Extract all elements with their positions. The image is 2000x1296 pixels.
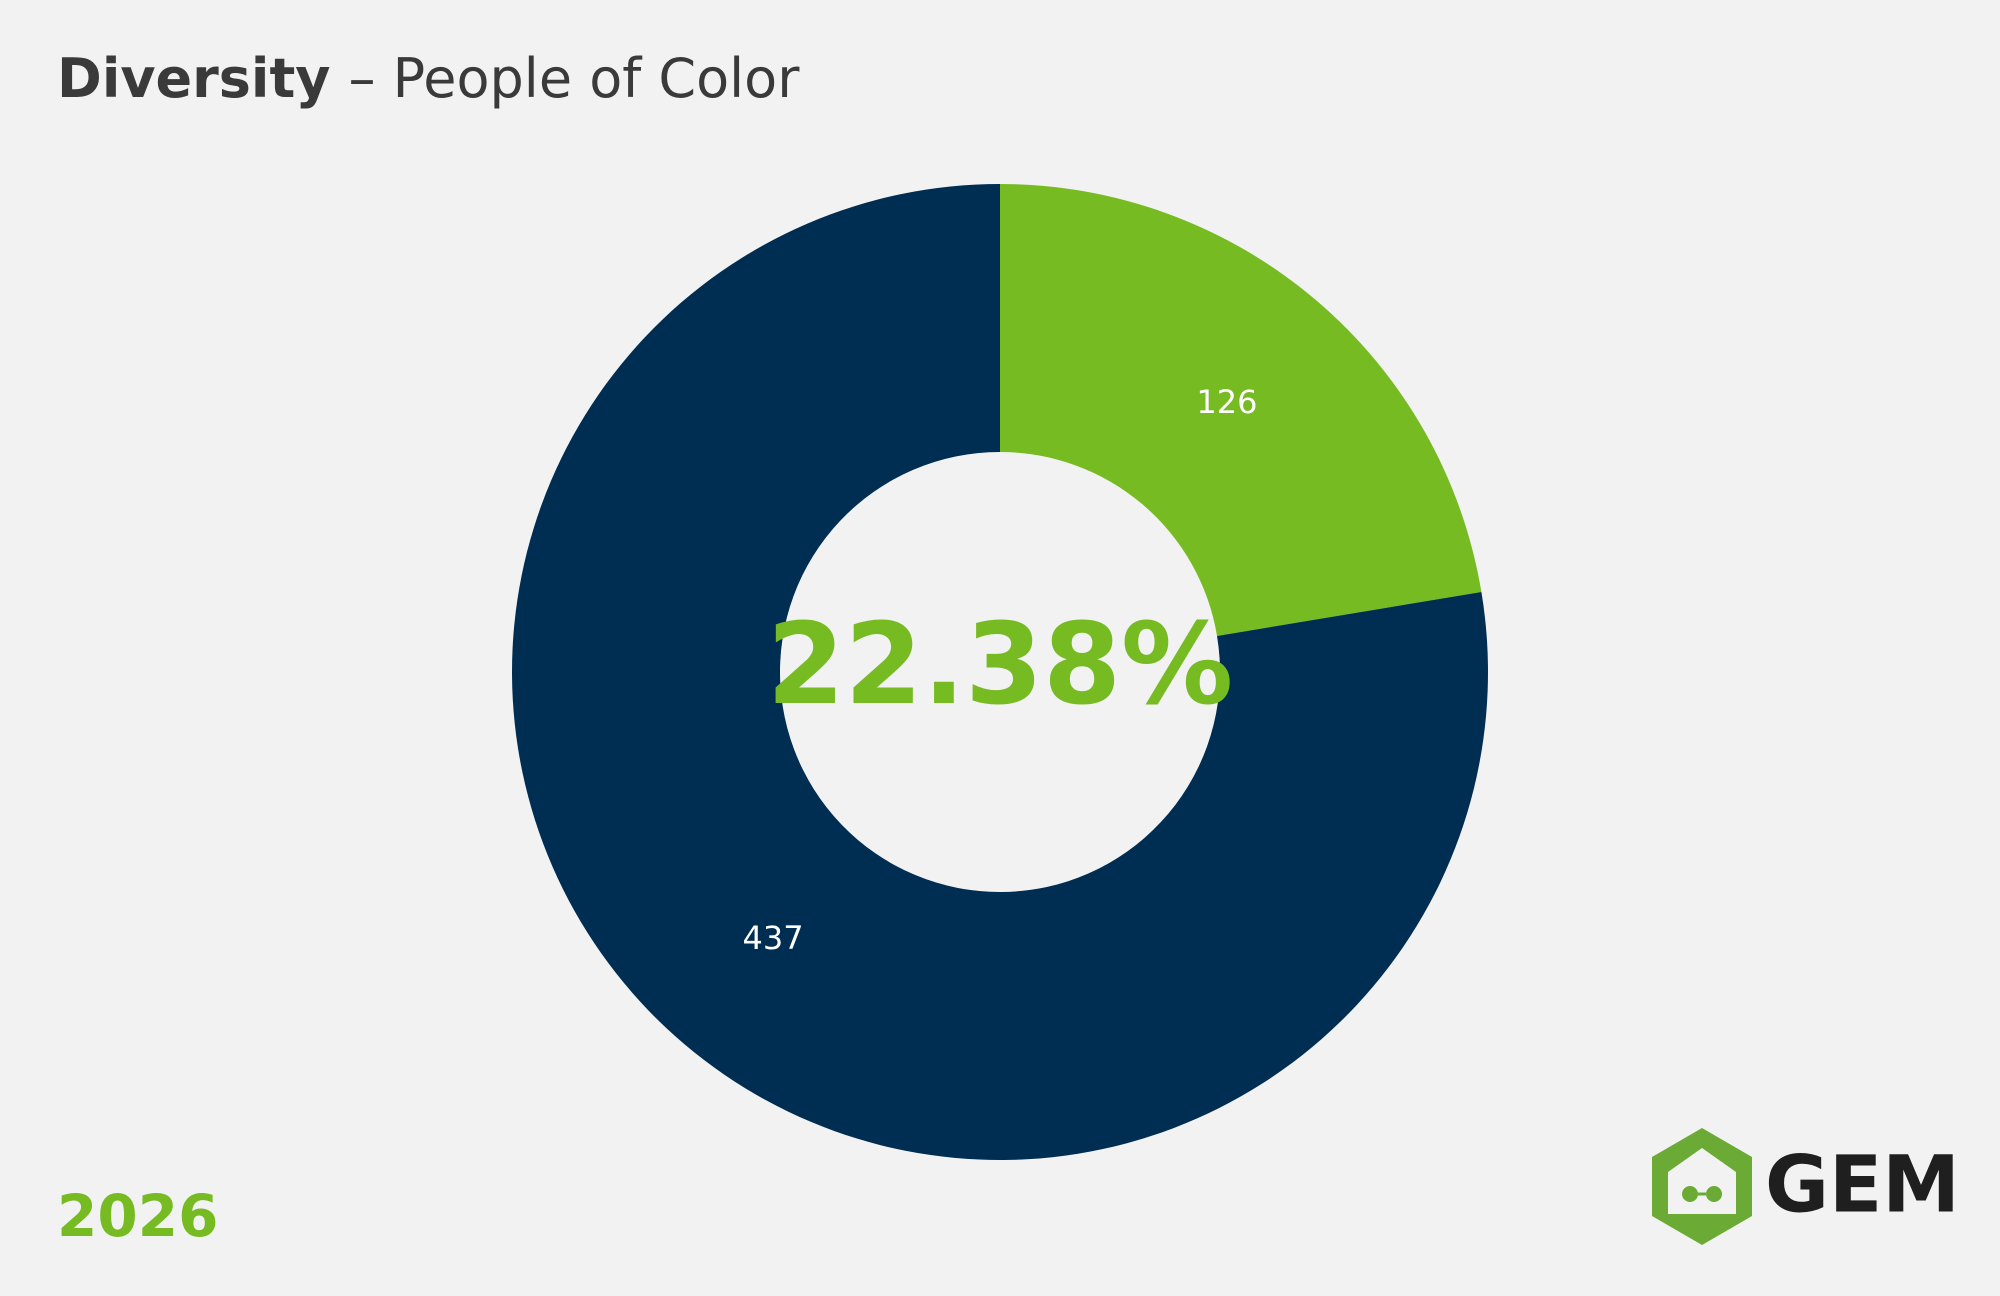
data-label: 437 — [743, 919, 804, 957]
data-label: 126 — [1196, 383, 1257, 421]
logo-text: GEM — [1765, 1140, 1960, 1230]
logo-glass — [1682, 1186, 1698, 1202]
chart-subtitle: – People of Color — [348, 47, 800, 110]
donut-slice — [1000, 184, 1482, 636]
donut-slice — [512, 184, 1489, 1160]
footer-year: 2026 — [57, 1182, 218, 1250]
donut: 126 437 — [512, 184, 1489, 1160]
logo-glass — [1706, 1186, 1722, 1202]
logo: GEM — [1652, 1128, 1960, 1245]
center-label: 22.38% — [767, 600, 1233, 730]
chart-title: Diversity — [57, 47, 330, 110]
chart-title-group: Diversity – People of Color — [57, 47, 800, 110]
